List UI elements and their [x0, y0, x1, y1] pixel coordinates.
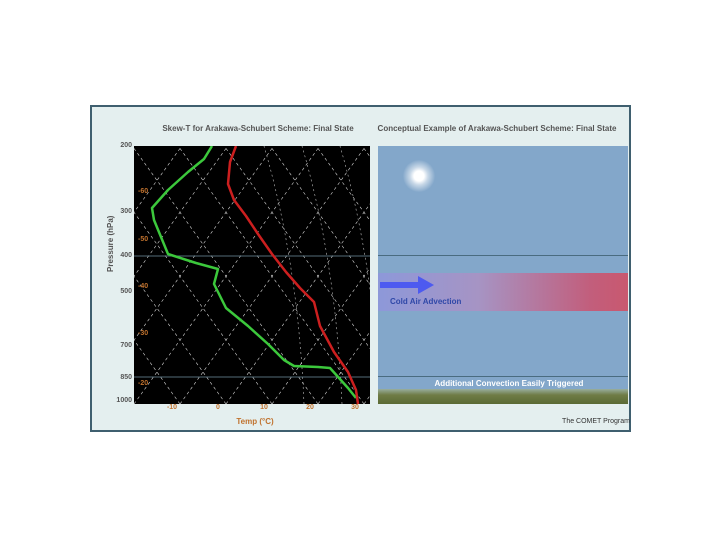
pressure-tick-1000: 1000 — [116, 397, 132, 404]
cold-air-advection-label: Cold Air Advection — [390, 297, 462, 306]
pressure-tick-700: 700 — [120, 342, 132, 349]
isotherm-line — [225, 203, 370, 404]
concept-title: Conceptual Example of Arakawa-Schubert S… — [377, 124, 617, 133]
moist-adiabat-line — [301, 146, 343, 404]
mixing-ratio-label: -40 — [138, 283, 149, 290]
adiabat-line — [177, 146, 365, 404]
temp-tick-30: 30 — [351, 404, 359, 411]
sun-icon — [403, 160, 435, 192]
pressure-tick-500: 500 — [120, 288, 132, 295]
isotherm-line — [134, 146, 321, 404]
skewt-plot — [134, 146, 370, 404]
pressure-tick-850: 850 — [120, 374, 132, 381]
isotherm-line — [179, 146, 367, 404]
ground-landscape — [378, 389, 628, 404]
isotherm-line — [134, 146, 275, 341]
isotherm-line — [134, 146, 229, 277]
adiabat-line — [315, 146, 370, 222]
mixing-ratio-label: -60 — [138, 188, 149, 195]
lower-level-line — [378, 376, 628, 377]
moist-adiabat-line — [263, 146, 305, 404]
adiabat-line — [269, 146, 370, 286]
adiabat-line — [134, 211, 273, 404]
temp-tick-minus10: -10 — [166, 404, 178, 411]
isotherm-line — [271, 267, 370, 404]
adiabat-line — [134, 147, 319, 404]
dewpoint-profile — [150, 146, 357, 399]
plot-background — [134, 146, 370, 404]
convection-label: Additional Convection Easily Triggered — [434, 379, 584, 388]
temperature-profile — [226, 146, 360, 404]
temp-tick-10: 10 — [260, 404, 268, 411]
upper-level-line — [378, 255, 628, 256]
mixing-ratio-label: -20 — [138, 380, 149, 387]
y-axis-label: Pressure (hPa) — [106, 215, 115, 272]
pressure-tick-300: 300 — [120, 208, 132, 215]
credit-text: The COMET Program — [562, 418, 630, 425]
right-arrow-icon — [380, 276, 434, 294]
adiabat-line — [223, 146, 370, 349]
mixing-ratio-label: -50 — [138, 236, 149, 243]
x-axis-label: Temp (°C) — [236, 417, 274, 426]
isotherm-line — [134, 146, 183, 213]
pressure-tick-200: 200 — [120, 142, 132, 149]
skewt-grid — [134, 146, 370, 404]
moist-adiabat-line — [339, 146, 370, 292]
skewt-title: Skew-T for Arakawa-Schubert Scheme: Fina… — [162, 124, 354, 133]
pressure-tick-400: 400 — [120, 252, 132, 259]
temp-tick-0: 0 — [216, 404, 220, 411]
mixing-ratio-label: -30 — [138, 330, 149, 337]
temp-tick-20: 20 — [306, 404, 314, 411]
